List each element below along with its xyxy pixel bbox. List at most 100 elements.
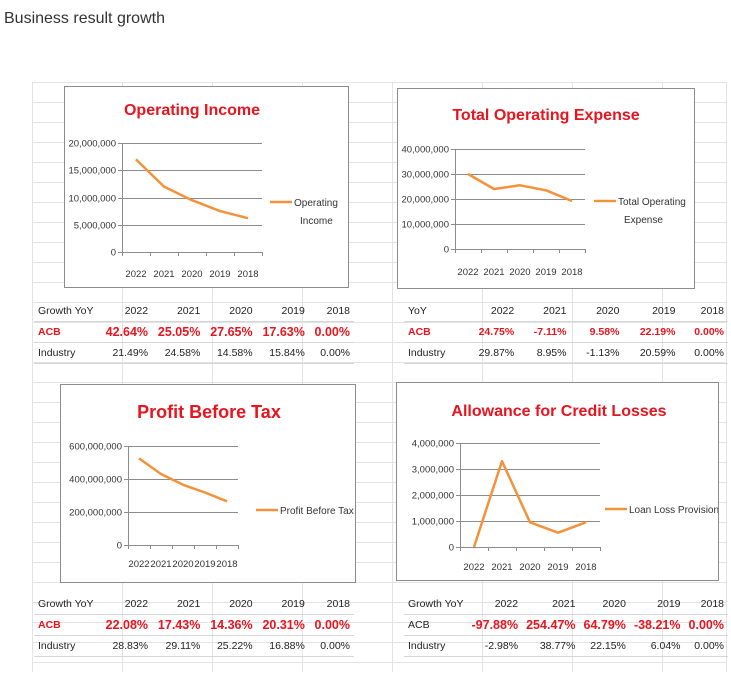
x-tick-label: 2019 (535, 267, 556, 278)
x-tick-label: 2021 (483, 267, 504, 278)
y-tick-label: 0 (449, 543, 454, 554)
y-tick-label: 5,000,000 (74, 221, 116, 232)
table-header-year: 2019 (256, 594, 309, 615)
legend-label: Income (300, 216, 333, 227)
table-row-acb: ACB 42.64% 25.05% 27.65% 17.63% 0.00% (34, 321, 354, 343)
table-cell: 29.87% (462, 342, 519, 364)
table-header-year: 2021 (152, 301, 205, 322)
y-tick-label: 2,000,000 (412, 491, 454, 502)
table-header-year: 2022 (99, 594, 153, 615)
table-cell: 0.00% (684, 635, 728, 657)
table-row-industry: Industry 28.83% 29.11% 25.22% 16.88% 0.0… (34, 635, 354, 657)
table-cell: 22.19% (623, 321, 680, 343)
y-tick-label: 1,000,000 (412, 517, 454, 528)
row-label: Industry (404, 342, 463, 364)
x-tick-label: 2022 (463, 562, 484, 573)
table-cell: 21.49% (99, 342, 153, 364)
y-tick-label: 600,000,000 (69, 442, 122, 453)
x-tick-label: 2022 (128, 559, 149, 570)
x-tick-label: 2019 (209, 269, 230, 280)
table-cell: 28.83% (99, 635, 153, 657)
y-tick-label: 4,000,000 (412, 439, 454, 450)
table-cell: 64.79% (579, 614, 630, 636)
table-row-acb: ACB 24.75% -7.11% 9.58% 22.19% 0.00% (404, 321, 728, 343)
table-cell: 38.77% (522, 635, 580, 657)
table-header-row: Growth YoY 2022 2021 2020 2019 2018 (34, 594, 354, 615)
y-tick-label: 20,000,000 (68, 139, 116, 150)
table-cell: 0.00% (684, 614, 728, 636)
y-tick-label: 20,000,000 (401, 195, 449, 206)
x-tick-label: 2020 (509, 267, 530, 278)
table-operating-expense-growth: YoY 2022 2021 2020 2019 2018 ACB 24.75% … (404, 301, 728, 364)
table-header-year: 2019 (629, 594, 685, 615)
chart-allowance-credit-losses[interactable]: Allowance for Credit Losses 0 1,000,000 2,0… (396, 382, 719, 581)
table-header-year: 2018 (684, 594, 728, 615)
chart-allowance-credit-losses-svg: Allowance for Credit Losses 0 1,000,000 2,0… (412, 403, 718, 573)
chart-operating-income[interactable]: Operating Income 0 5,000,000 10,000,000 15,0… (64, 86, 349, 288)
x-tick-label: 2021 (491, 562, 512, 573)
table-cell: -1.13% (570, 342, 624, 364)
table-profit-before-tax-growth: Growth YoY 2022 2021 2020 2019 2018 ACB … (34, 594, 354, 657)
y-tick-label: 10,000,000 (68, 194, 116, 205)
chart-profit-before-tax-svg: Profit Before Tax 0 200,000,000 400,000,000… (69, 402, 354, 570)
legend-label: Expense (624, 215, 663, 226)
series-line (472, 459, 587, 548)
row-label: ACB (404, 614, 468, 636)
table-header-year: 2020 (204, 301, 257, 322)
table-cell: 14.58% (204, 342, 257, 364)
table-cell: 0.00% (308, 321, 354, 343)
table-header-label: YoY (404, 301, 463, 322)
table-header-year: 2022 (467, 594, 523, 615)
series-line (467, 172, 573, 203)
x-tick-label: 2020 (181, 269, 202, 280)
table-cell: 0.00% (308, 635, 354, 657)
x-tick-label: 2019 (547, 562, 568, 573)
table-row-industry: Industry -2.98% 38.77% 22.15% 6.04% 0.00… (404, 635, 728, 657)
y-tick-label: 200,000,000 (69, 508, 122, 519)
table-cell: 22.15% (579, 635, 630, 657)
y-tick-label: 15,000,000 (68, 166, 116, 177)
row-label: ACB (34, 614, 100, 636)
table-header-year: 2020 (579, 594, 630, 615)
table-row-industry: Industry 21.49% 24.58% 14.58% 15.84% 0.0… (34, 342, 354, 364)
table-cell: 254.47% (522, 614, 580, 636)
table-cell: 6.04% (629, 635, 685, 657)
table-row-acb: ACB 22.08% 17.43% 14.36% 20.31% 0.00% (34, 614, 354, 636)
row-label: Industry (404, 635, 468, 657)
table-header-year: 2018 (679, 301, 728, 322)
table-operating-income-growth: Growth YoY 2022 2021 2020 2019 2018 ACB … (34, 301, 354, 364)
legend-label: Loan Loss Provision (629, 505, 718, 516)
table-cell: 22.08% (99, 614, 153, 636)
table-cell: 15.84% (256, 342, 309, 364)
table-cell: 42.64% (99, 321, 153, 343)
table-cell: 25.22% (204, 635, 257, 657)
x-tick-label: 2018 (237, 269, 258, 280)
table-cell: 24.58% (152, 342, 205, 364)
chart-total-operating-expense[interactable]: Total Operating Expense 0 10,000,000 20,000… (397, 88, 695, 289)
x-tick-label: 2021 (153, 269, 174, 280)
row-label: ACB (404, 321, 463, 343)
table-header-year: 2021 (152, 594, 205, 615)
chart-title: Allowance for Credit Losses (451, 403, 666, 420)
x-tick-label: 2020 (519, 562, 540, 573)
table-header-year: 2020 (204, 594, 257, 615)
x-tick-label: 2018 (216, 559, 237, 570)
chart-profit-before-tax[interactable]: Profit Before Tax 0 200,000,000 400,000,000… (60, 384, 356, 583)
y-tick-label: 3,000,000 (412, 465, 454, 476)
x-tick-label: 2022 (125, 269, 146, 280)
table-cell: -2.98% (467, 635, 523, 657)
table-header-row: Growth YoY 2022 2021 2020 2019 2018 (404, 594, 728, 615)
table-cell: 0.00% (308, 342, 354, 364)
table-cell: 25.05% (152, 321, 205, 343)
table-header-label: Growth YoY (404, 594, 468, 615)
y-tick-label: 400,000,000 (69, 475, 122, 486)
chart-operating-income-svg: Operating Income 0 5,000,000 10,000,000 15,0… (68, 102, 338, 280)
table-cell: 16.88% (256, 635, 309, 657)
table-cell: 27.65% (204, 321, 257, 343)
table-cell: 14.36% (204, 614, 257, 636)
page-title: Business result growth (4, 10, 165, 27)
chart-title: Total Operating Expense (452, 107, 639, 124)
table-cell: 0.00% (308, 614, 354, 636)
legend-label: Operating (294, 198, 338, 209)
table-header-year: 2018 (308, 301, 354, 322)
